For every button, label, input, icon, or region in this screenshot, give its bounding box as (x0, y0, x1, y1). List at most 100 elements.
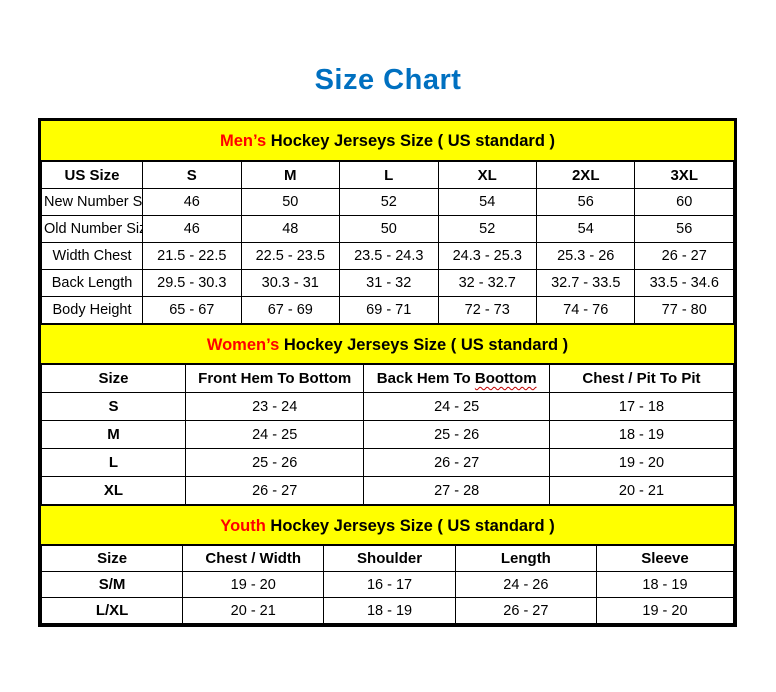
table-row: L/XL 20 - 21 18 - 19 26 - 27 19 - 20 (40, 597, 735, 624)
column-header: 2XL (535, 161, 636, 189)
table-cell: 16 - 17 (323, 571, 456, 598)
section-band-mens: Men’s Hockey Jerseys Size ( US standard … (41, 121, 734, 161)
section-band-womens: Women’s Hockey Jerseys Size ( US standar… (41, 324, 734, 364)
table-row: L 25 - 26 26 - 27 19 - 20 (41, 448, 735, 477)
table-row: S 23 - 24 24 - 25 17 - 18 (41, 392, 735, 421)
column-header: Front Hem To Bottom (184, 364, 365, 393)
section-band-rest: Hockey Jerseys Size ( US standard ) (265, 517, 555, 535)
table-cell: 23.5 - 24.3 (339, 242, 439, 270)
header-row: Size Front Hem To Bottom Back Hem To Boott… (41, 364, 735, 393)
section-band-rest: Hockey Jerseys Size ( US standard ) (279, 336, 569, 354)
table-cell: 46 (142, 188, 242, 216)
table-cell: 27 - 28 (363, 476, 550, 505)
section-band-youth: Youth Hockey Jerseys Size ( US standard … (41, 505, 734, 545)
row-label: S/M (40, 571, 184, 598)
table-cell: 46 (142, 215, 242, 243)
table-cell: 18 - 19 (595, 571, 735, 598)
column-header: L (339, 161, 439, 189)
table-cell: 52 (437, 215, 537, 243)
column-header: M (240, 161, 341, 189)
table-cell: 56 (535, 188, 636, 216)
column-header: S (142, 161, 242, 189)
table-row: Old Number Size464850525456 (40, 215, 734, 243)
table-cell: 54 (437, 188, 537, 216)
row-label: M (41, 420, 186, 449)
table-cell: 22.5 - 23.5 (240, 242, 341, 270)
table-cell: 19 - 20 (182, 571, 325, 598)
row-label: XL (41, 476, 186, 505)
table-row: Body Height 65 - 67 67 - 69 69 - 71 72 - 73 7… (40, 296, 734, 324)
table-cell: 50 (339, 215, 439, 243)
column-header: Chest / Width (182, 545, 325, 572)
table-cell: 32.7 - 33.5 (535, 269, 636, 297)
table-cell: 25.3 - 26 (535, 242, 636, 270)
row-label: L/XL (40, 597, 184, 624)
header-row: Size Chest / Width Shoulder Length Sleeve (40, 545, 735, 572)
table-row: Width Chest 21.5 - 22.5 22.5 - 23.5 23.5 - … (40, 242, 734, 270)
column-header: Sleeve (595, 545, 735, 572)
table-cell: 69 - 71 (339, 296, 439, 324)
table-cell: 20 - 21 (548, 476, 735, 505)
column-header: XL (437, 161, 537, 189)
section-band-highlight: Women’s (206, 336, 280, 354)
section-band-highlight: Men’s (219, 132, 267, 150)
table-cell: 24 - 25 (184, 420, 365, 449)
table-cell: 65 - 67 (142, 296, 242, 324)
row-label: New Number Size (40, 188, 144, 216)
column-header: Size (40, 545, 184, 572)
column-header: Length (454, 545, 597, 572)
row-label: S (41, 392, 186, 421)
size-table-womens: Size Front Hem To Bottom Back Hem To Boott… (41, 364, 735, 505)
table-cell: 54 (535, 215, 636, 243)
table-cell: 26 - 27 (184, 476, 365, 505)
table-cell: 20 - 21 (182, 597, 325, 624)
table-cell: 24 - 25 (363, 392, 550, 421)
table-cell: 23 - 24 (184, 392, 365, 421)
table-cell: 60 (634, 188, 734, 216)
table-cell: 24.3 - 25.3 (437, 242, 537, 270)
column-header: Back Hem To Boottom (363, 364, 550, 393)
table-cell: 50 (240, 188, 341, 216)
column-header: 3XL (634, 161, 734, 189)
table-cell: 19 - 20 (548, 448, 735, 477)
table-row: XL 26 - 27 27 - 28 20 - 21 (41, 476, 735, 505)
table-cell: 18 - 19 (323, 597, 456, 624)
table-cell: 74 - 76 (535, 296, 636, 324)
column-header: Shoulder (323, 545, 456, 572)
header-row: US Size S M L XL 2XL 3XL (40, 161, 734, 189)
table-cell: 30.3 - 31 (240, 269, 341, 297)
row-label: Old Number Size (40, 215, 144, 243)
table-cell: 67 - 69 (240, 296, 341, 324)
size-table-youth: Size Chest / Width Shoulder Length Sleeve S/M… (40, 545, 735, 624)
table-cell: 72 - 73 (437, 296, 537, 324)
column-header: Chest / Pit To Pit (548, 364, 735, 393)
table-cell: 31 - 32 (339, 269, 439, 297)
table-cell: 56 (634, 215, 734, 243)
size-chart: Men’s Hockey Jerseys Size ( US standard … (38, 118, 737, 627)
table-cell: 26 - 27 (454, 597, 597, 624)
table-cell: 25 - 26 (363, 420, 550, 449)
section-band-highlight: Youth (220, 517, 266, 535)
table-cell: 32 - 32.7 (437, 269, 537, 297)
table-cell: 19 - 20 (595, 597, 735, 624)
table-row: S/M 19 - 20 16 - 17 24 - 26 18 - 19 (40, 571, 735, 598)
table-cell: 17 - 18 (548, 392, 735, 421)
table-cell: 48 (240, 215, 341, 243)
table-row: M 24 - 25 25 - 26 18 - 19 (41, 420, 735, 449)
table-row: New Number Size465052545660 (40, 188, 734, 216)
row-label: Body Height (40, 296, 144, 324)
table-cell: 24 - 26 (454, 571, 597, 598)
table-cell: 18 - 19 (548, 420, 735, 449)
row-label: L (41, 448, 186, 477)
table-cell: 25 - 26 (184, 448, 365, 477)
table-cell: 21.5 - 22.5 (142, 242, 242, 270)
column-header: US Size (40, 161, 144, 189)
table-cell: 29.5 - 30.3 (142, 269, 242, 297)
table-cell: 52 (339, 188, 439, 216)
misspelled-word: Boottom (474, 370, 537, 387)
section-band-rest: Hockey Jerseys Size ( US standard ) (266, 132, 556, 150)
table-cell: 26 - 27 (634, 242, 734, 270)
row-label: Width Chest (40, 242, 144, 270)
table-row: Back Length 29.5 - 30.3 30.3 - 31 31 - 32 32… (40, 269, 734, 297)
